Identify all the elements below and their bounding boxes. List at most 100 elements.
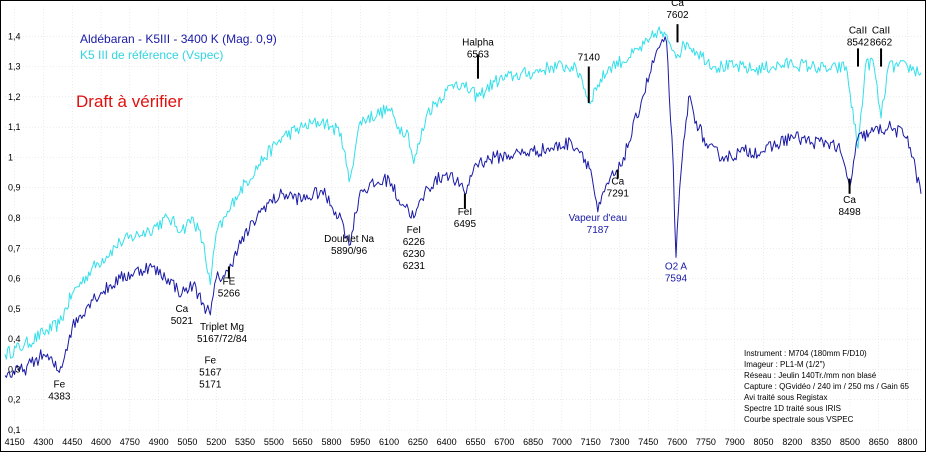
x-tick-label: 7150 [581,437,601,447]
x-tick-label: 5800 [321,437,341,447]
y-tick-label: 1,4 [8,31,21,41]
annotation-label: 7602 [666,10,689,21]
info-line: Spectre 1D traité sous IRIS [744,404,841,413]
annotation-label: Ca [843,195,856,206]
annotation-label: FeI [458,207,472,218]
y-tick-label: 1,2 [8,92,21,102]
y-tick-label: 0,1 [8,425,21,435]
info-line: Capture : QGvidéo / 240 im / 250 ms / Ga… [744,382,910,391]
annotation-label: CaII [872,25,890,36]
x-tick-label: 8800 [898,437,918,447]
info-line: Avi traité sous Registax [744,393,827,402]
y-tick-label: 1,1 [8,122,21,132]
legend-label-reference: K5 III de référence (Vspec) [80,48,223,62]
x-tick-label: 6250 [408,437,428,447]
x-tick-label: 4600 [91,437,111,447]
x-tick-label: 8650 [869,437,889,447]
x-tick-label: 5950 [350,437,370,447]
x-tick-label: 6850 [523,437,543,447]
y-tick-label: 0,7 [8,243,21,253]
x-tick-label: 8500 [840,437,860,447]
annotation-label: 8542 [847,37,870,48]
x-tick-label: 7450 [638,437,658,447]
x-tick-label: 4900 [149,437,169,447]
annotation-label: CaII [849,25,867,36]
x-tick-label: 8200 [782,437,802,447]
y-tick-label: 0,4 [8,334,21,344]
annotation-label: O2 A [665,261,688,272]
y-tick-label: 0,3 [8,364,21,374]
y-tick-label: 0,6 [8,274,21,284]
annotation-label: 6495 [454,219,477,230]
x-tick-label: 7600 [667,437,687,447]
x-tick-label: 5200 [206,437,226,447]
annotation-label: FeI [407,225,421,236]
annotation-label: 7140 [578,53,601,64]
annotation-label: 6230 [403,249,426,260]
series-line-1 [4,26,922,360]
annotation-label: Fe [204,355,216,366]
y-tick-label: 0,2 [8,395,21,405]
annotation-label: 8662 [870,37,893,48]
annotation-label: 5266 [218,289,241,300]
annotation-label: 8498 [838,207,861,218]
y-tick-label: 0,5 [8,304,21,314]
x-tick-label: 7300 [609,437,629,447]
annotation-label: 5890/96 [331,246,368,257]
tick-layer: 4150 4300 4450 4600 4750 4900 5050 5200 5350 5500… [5,31,918,447]
x-tick-label: 8350 [811,437,831,447]
info-line: Instrument : M704 (180mm F/D10) [744,349,867,358]
info-line: Courbe spectrale sous VSPEC [744,415,854,424]
annotation-label: Triplet Mg [200,322,244,333]
x-tick-label: 5500 [264,437,284,447]
x-tick-label: 5350 [235,437,255,447]
annotation-label: 7187 [587,225,610,236]
annotation-label: 5021 [171,316,194,327]
annotation-label: Fe [54,380,66,391]
annotation-label: Ca [175,304,188,315]
annotation-label: 7594 [665,273,688,284]
x-tick-label: 4150 [5,437,25,447]
annotation-label: Vapeur d'eau [569,213,627,224]
x-tick-label: 7750 [696,437,716,447]
x-tick-label: 6400 [437,437,457,447]
annotation-label: 7291 [607,189,630,200]
y-tick-label: 0,9 [8,183,21,193]
annotation-label: Doublet Na [324,234,374,245]
x-tick-label: 4750 [120,437,140,447]
x-tick-label: 6700 [494,437,514,447]
x-tick-label: 7000 [552,437,572,447]
line-annotation: 7140 [578,53,601,103]
annotation-label: Halpha [462,37,494,48]
annotation-label: FE [223,277,236,288]
instrument-info: Instrument : M704 (180mm F/D10) Imageur … [744,349,910,424]
annotation-label: 6563 [467,49,490,60]
y-tick-label: 1,3 [8,62,21,72]
draft-label: Draft à vérifier [76,92,183,111]
info-line: Imageur : PL1-M (1/2") [744,360,825,369]
y-tick-label: 1 [8,152,13,162]
x-tick-label: 6550 [465,437,485,447]
x-tick-label: 4300 [33,437,53,447]
legend-label-aldebaran: Aldébaran - K5III - 3400 K (Mag. 0,9) [80,32,277,46]
info-line: Réseau : Jeulin 140Tr./mm non blasé [744,371,877,380]
x-tick-label: 4450 [62,437,82,447]
annotation-label: Ca [671,0,684,9]
y-tick-label: 0,8 [8,213,21,223]
annotation-label: 5171 [199,379,222,390]
